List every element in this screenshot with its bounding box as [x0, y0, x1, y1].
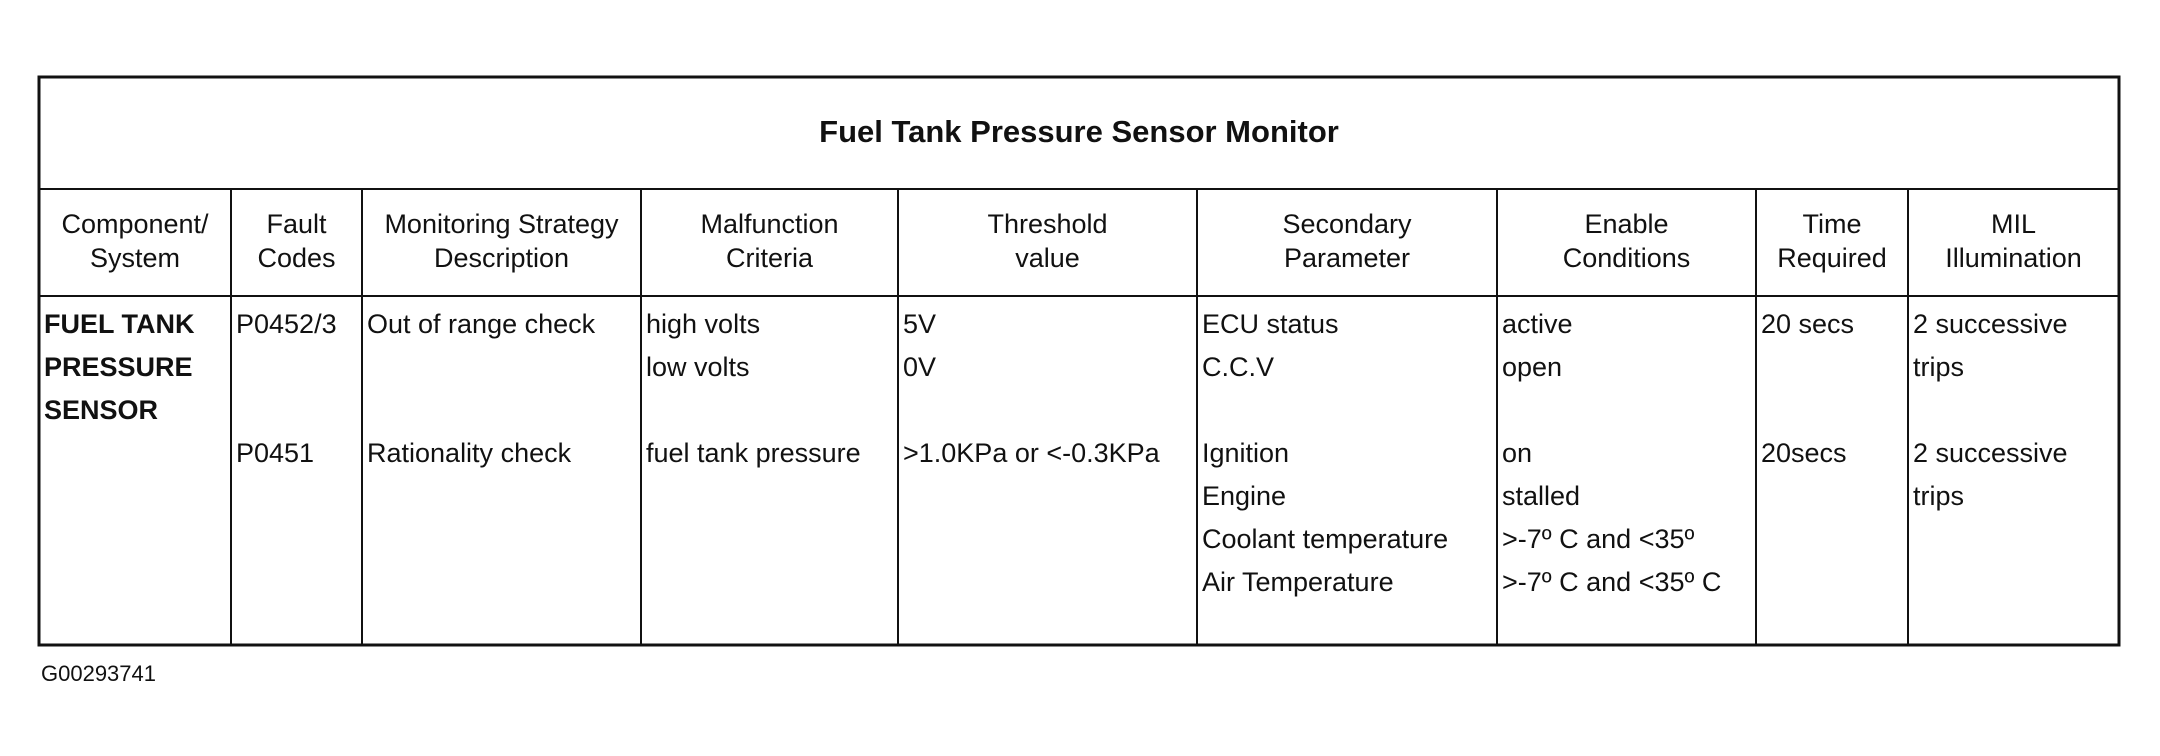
cell-text: ECU status: [1202, 309, 1339, 339]
column-header: Codes: [257, 243, 335, 273]
cell-text: Air Temperature: [1202, 567, 1394, 597]
table-border: [37, 75, 2121, 647]
cell-text: Ignition: [1202, 438, 1289, 468]
cell-text: on: [1502, 438, 1532, 468]
column-header: Parameter: [1284, 243, 1410, 273]
column-header: Secondary: [1282, 209, 1412, 239]
cell-text: 2 successive: [1913, 309, 2068, 339]
column-header: Monitoring Strategy: [384, 209, 619, 239]
cell-text: P0452/3: [236, 309, 337, 339]
cell-text: 2 successive: [1913, 438, 2068, 468]
column-header: Conditions: [1563, 243, 1691, 273]
cell-text: open: [1502, 352, 1562, 382]
cell-text: Out of range check: [367, 309, 596, 339]
cell-text: 20secs: [1761, 438, 1847, 468]
cell-text: trips: [1913, 352, 1964, 382]
cell-text: active: [1502, 309, 1573, 339]
cell-text: >-7º C and <35º: [1502, 524, 1694, 554]
cell-text: Engine: [1202, 481, 1286, 511]
column-header: Enable: [1584, 209, 1668, 239]
column-header: value: [1015, 243, 1080, 273]
column-header: Threshold: [987, 209, 1107, 239]
column-header: System: [90, 243, 180, 273]
cell-text: low volts: [646, 352, 750, 382]
column-header: MIL: [1991, 209, 2036, 239]
cell-text: high volts: [646, 309, 760, 339]
column-header: Criteria: [726, 243, 814, 273]
column-header: Required: [1777, 243, 1887, 273]
cell-text: Coolant temperature: [1202, 524, 1448, 554]
component-name: SENSOR: [44, 395, 158, 425]
table-title: Fuel Tank Pressure Sensor Monitor: [819, 114, 1339, 149]
cell-text: Rationality check: [367, 438, 572, 468]
cell-text: C.C.V: [1202, 352, 1274, 382]
column-header: Time: [1803, 209, 1862, 239]
cell-text: 0V: [903, 352, 936, 382]
cell-text: fuel tank pressure: [646, 438, 861, 468]
cell-text: trips: [1913, 481, 1964, 511]
cell-text: P0451: [236, 438, 314, 468]
column-header: Component/: [61, 209, 209, 239]
column-header: Malfunction: [700, 209, 838, 239]
column-header: Description: [434, 243, 569, 273]
component-name: PRESSURE: [44, 352, 193, 382]
cell-text: stalled: [1502, 481, 1580, 511]
cell-text: >1.0KPa or <-0.3KPa: [903, 438, 1161, 468]
column-header: Illumination: [1945, 243, 2082, 273]
footer-code: G00293741: [41, 661, 156, 686]
column-header: Fault: [266, 209, 327, 239]
component-name: FUEL TANK: [44, 309, 195, 339]
cell-text: >-7º C and <35º C: [1502, 567, 1721, 597]
cell-text: 20 secs: [1761, 309, 1854, 339]
cell-text: 5V: [903, 309, 936, 339]
